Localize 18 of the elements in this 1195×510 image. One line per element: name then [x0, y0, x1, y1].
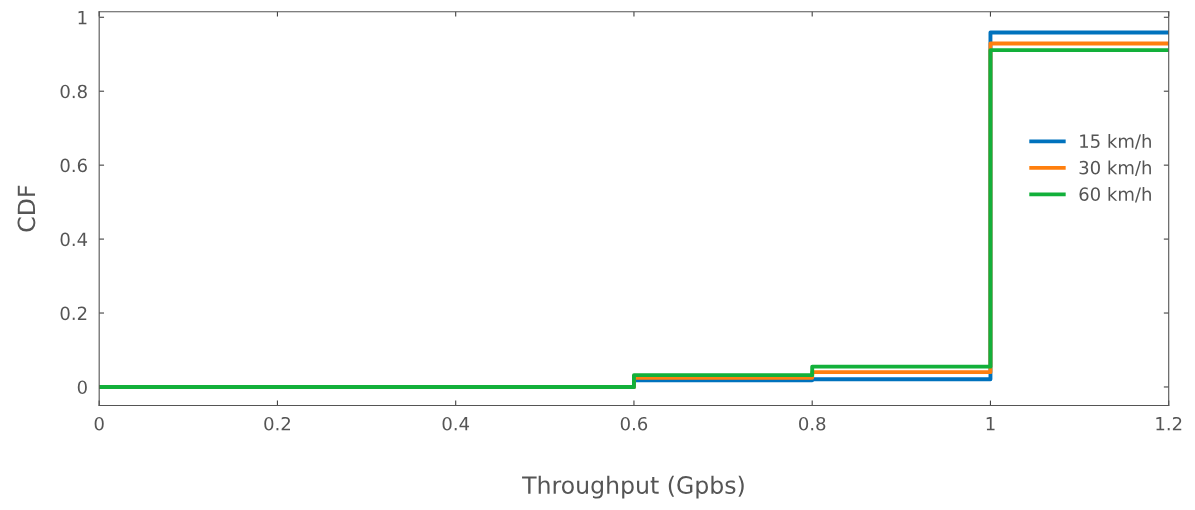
y-tick-label: 0.6: [60, 158, 87, 173]
x-tick-label: 0: [94, 416, 104, 431]
legend-label: 15 km/h: [1080, 133, 1151, 150]
y-tick-label: 1: [78, 10, 87, 25]
y-tick-label: 0.4: [60, 232, 88, 247]
x-tick-label: 0.6: [620, 416, 648, 431]
legend-label: 60 km/h: [1079, 186, 1151, 203]
x-tick-label: 0.8: [799, 416, 826, 431]
y-tick-label: 0: [77, 380, 87, 395]
x-tick-label: 0.2: [264, 416, 290, 431]
x-tick-label: 0.4: [442, 416, 470, 431]
y-axis-title: CDF: [17, 185, 36, 232]
y-tick-label: 0.8: [60, 84, 87, 99]
x-axis-title: Throughput (Gpbs): [522, 475, 744, 499]
legend-label: 30 km/h: [1079, 160, 1151, 176]
x-tick-label: 1.2: [1156, 416, 1182, 431]
y-tick-label: 0.2: [60, 306, 87, 321]
x-tick-label: 1: [986, 417, 995, 431]
